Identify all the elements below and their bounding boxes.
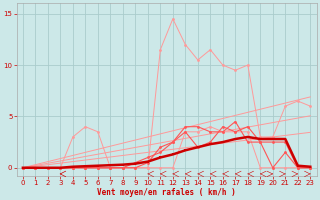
X-axis label: Vent moyen/en rafales ( km/h ): Vent moyen/en rafales ( km/h ) (97, 188, 236, 197)
